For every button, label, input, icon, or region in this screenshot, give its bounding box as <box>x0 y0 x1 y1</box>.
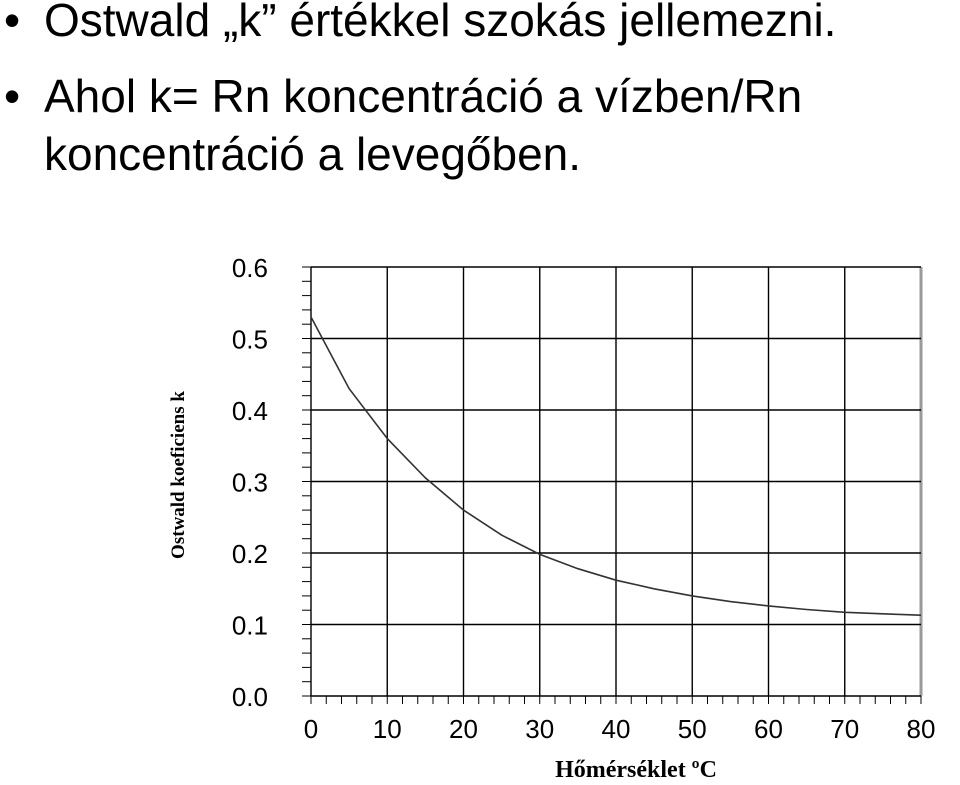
series-group <box>310 316 922 616</box>
series-line <box>310 316 922 616</box>
bullet-marker: • <box>4 70 21 122</box>
y-axis-label: Ostwald koeficiens k <box>168 391 189 559</box>
minor-ticks <box>302 266 922 704</box>
y-tick-labels: 0.0 0.1 0.2 0.3 0.4 0.5 0.6 <box>232 253 268 712</box>
x-tick-label: 40 <box>602 714 631 744</box>
x-tick-labels: 0 10 20 30 40 50 60 70 80 <box>304 714 936 744</box>
x-axis-label: Hőmérséklet ºC <box>555 757 717 780</box>
bullet-text-1: Ostwald „k” értékkel szokás jellemezni. <box>44 0 837 46</box>
x-tick-label: 10 <box>373 714 402 744</box>
x-tick-label: 20 <box>449 714 478 744</box>
x-tick-label: 50 <box>678 714 707 744</box>
y-tick-label: 0.6 <box>232 253 268 283</box>
y-tick-label: 0.4 <box>232 396 268 426</box>
bullet-text-2: Ahol k= Rn koncentráció a vízben/Rn <box>44 70 803 122</box>
x-tick-label: 0 <box>304 714 318 744</box>
x-tick-label: 80 <box>907 714 936 744</box>
x-tick-label: 70 <box>830 714 859 744</box>
y-tick-label: 0.0 <box>232 682 268 712</box>
chart-svg: 0 10 20 30 40 50 60 70 80 0.00.10.20.30.40.50.6 … <box>168 253 936 783</box>
ostwald-chart: 0 10 20 30 40 50 60 70 80 0.0 0.1 0.2 0.3 0.4 0.5 0.6 … <box>0 240 960 783</box>
chart-grid <box>310 266 923 697</box>
x-tick-label: 30 <box>525 714 554 744</box>
bullet-marker: • <box>4 0 21 46</box>
y-tick-label: 0.2 <box>232 539 268 569</box>
bullet-text-2-continued: koncentráció a levegőben. <box>44 128 582 180</box>
y-tick-label: 0.1 <box>232 611 268 641</box>
y-tick-label: 0.3 <box>232 468 268 498</box>
x-tick-label: 60 <box>754 714 783 744</box>
y-tick-label: 0.5 <box>232 325 268 355</box>
